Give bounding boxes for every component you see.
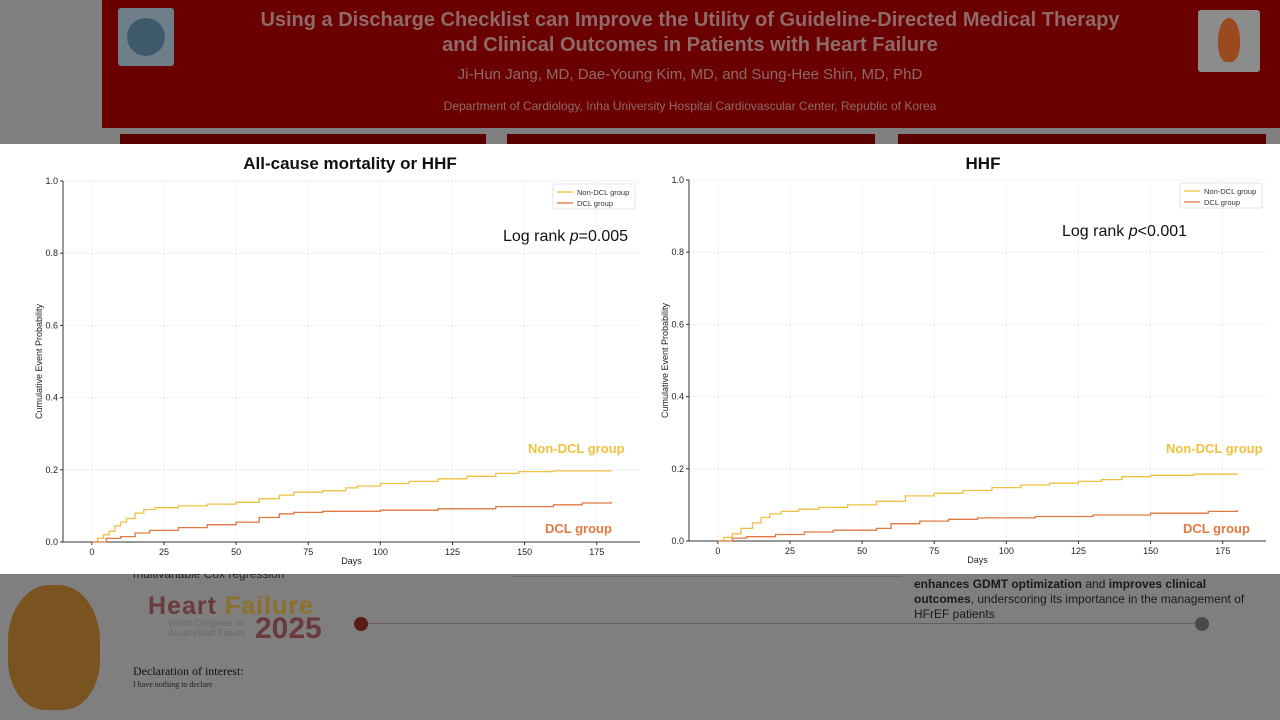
- chart1-y-axis-label: Cumulative Event Probability: [34, 303, 44, 419]
- conclusion-bold-1: enhances GDMT optimization: [914, 577, 1083, 591]
- congress-subtitle-line1: World Congress on: [168, 618, 245, 628]
- chart2-x-tick-label-6: 150: [1143, 546, 1158, 556]
- chart-overlay: 0 25 50 75 100 125 150 175 0.0 0.2 0.4 0.6 0.8 1.0 Day…: [0, 144, 1280, 574]
- chart1-y-tick-label-3: 0.6: [45, 320, 58, 330]
- congress-subtitle-line2: Acute Heart Failure: [168, 628, 246, 638]
- poster-header: [102, 0, 1280, 128]
- heart-illustration: [8, 585, 100, 710]
- chart1-x-tick-label-2: 50: [231, 547, 241, 557]
- chart2-x-tick-label-1: 25: [785, 546, 795, 556]
- chart2-y-tick-label-0: 0.0: [671, 536, 684, 546]
- poster-title-line1: Using a Discharge Checklist can Improve …: [260, 9, 1120, 31]
- chart1-y-tick-label-4: 0.8: [45, 248, 58, 258]
- chart1-legend-box: [552, 183, 636, 210]
- chart2-legend-entry-0: Non-DCL group: [1204, 187, 1256, 196]
- chart1-y-tick-label-1: 0.2: [45, 465, 58, 475]
- chart1-x-axis-label: Days: [341, 556, 362, 566]
- chart2-y-tick-label-5: 1.0: [671, 175, 684, 185]
- conclusion-text: enhances GDMT optimization and improves …: [914, 577, 1254, 622]
- poster-title-line2: and Clinical Outcomes in Patients with H…: [442, 34, 938, 56]
- section-strip-right: [898, 134, 1266, 144]
- chart2-x-tick-label-3: 75: [929, 546, 939, 556]
- chart1-logrank-p: p: [569, 228, 579, 245]
- chart2-x-axis-label: Days: [967, 555, 988, 565]
- chart2-x-tick-label-5: 125: [1071, 546, 1086, 556]
- chart1-y-tick-label-2: 0.4: [45, 393, 58, 403]
- poster-department: Department of Cardiology, Inha Universit…: [443, 99, 937, 113]
- section-strip-middle: [507, 134, 875, 144]
- mini-charts-thumbnail: [512, 576, 902, 623]
- chart1-series-non-dcl-line: [91, 470, 612, 543]
- chart2-logrank-value: <0.001: [1137, 223, 1188, 240]
- charts-canvas: 0 25 50 75 100 125 150 175 0.0 0.2 0.4 0.6 0.8 1.0 Day…: [34, 175, 1266, 566]
- chart1-legend-entry-1: DCL group: [577, 199, 613, 208]
- chart2-y-tick-label-3: 0.6: [671, 319, 684, 329]
- chart2-y-tick-label-1: 0.2: [671, 464, 684, 474]
- chart1-x-tick-label-6: 150: [517, 547, 532, 557]
- chart2-label-dcl: DCL group: [1183, 521, 1250, 536]
- chart1-y-tick-label-5: 1.0: [45, 176, 58, 186]
- chart1-logrank-prefix: Log rank: [503, 228, 570, 245]
- declaration-text: I have nothing to declare: [133, 680, 213, 689]
- congress-year: 2025: [255, 612, 322, 645]
- chart1-x-tick-label-0: 0: [89, 547, 94, 557]
- chart2-logrank-annotation: Log rank p<0.001: [1062, 223, 1187, 241]
- chart1-x-tick-label-3: 75: [303, 547, 313, 557]
- chart1-label-non-dcl: Non-DCL group: [528, 441, 625, 456]
- chart2-series-non-dcl-line: [717, 473, 1238, 542]
- conclusion-text-2: , underscoring its importance in the man…: [914, 592, 1245, 621]
- chart1-x-tick-label-4: 100: [373, 547, 388, 557]
- chart1-y-tick-label-0: 0.0: [45, 537, 58, 547]
- chart2-legend-entry-1: DCL group: [1204, 198, 1240, 207]
- declaration-title: Declaration of interest:: [133, 664, 244, 678]
- chart2-x-tick-label-4: 100: [999, 546, 1014, 556]
- chart1-x-tick-label-5: 125: [445, 547, 460, 557]
- chart2-y-tick-label-4: 0.8: [671, 247, 684, 257]
- chart2-label-non-dcl: Non-DCL group: [1166, 441, 1263, 456]
- chart1-series-dcl-line: [91, 501, 612, 543]
- chart1-x-tick-label-7: 175: [589, 547, 604, 557]
- divider-line: [368, 623, 1196, 624]
- chart2-legend-box: [1179, 182, 1263, 209]
- chart1-label-dcl: DCL group: [545, 521, 612, 536]
- chart1-legend-entry-0: Non-DCL group: [577, 188, 629, 197]
- chart2-logrank-prefix: Log rank: [1062, 223, 1129, 240]
- hospital-logo: [1198, 10, 1260, 72]
- section-strip-left: [120, 134, 486, 144]
- poster-authors: Ji-Hun Jang, MD, Dae-Young Kim, MD, and …: [457, 66, 923, 83]
- divider-dot-right: [1195, 617, 1209, 631]
- chart1-title: All-cause mortality or HHF: [243, 154, 457, 173]
- chart2-logrank-p: p: [1128, 223, 1138, 240]
- chart2-title: HHF: [965, 154, 1001, 173]
- divider-dot-left: [354, 617, 368, 631]
- chart1-logrank-value: =0.005: [578, 228, 629, 245]
- chart2-x-tick-label-0: 0: [715, 546, 720, 556]
- chart1-x-tick-label-1: 25: [159, 547, 169, 557]
- poster-title: Using a Discharge Checklist can Improve …: [180, 8, 1200, 58]
- conclusion-bold-2: improves clinical outcomes: [914, 577, 1207, 606]
- congress-logo-word1: Heart: [148, 592, 225, 620]
- chart2-x-tick-label-2: 50: [857, 546, 867, 556]
- congress-logo: Heart Failure: [148, 592, 314, 621]
- chart2-y-tick-label-2: 0.4: [671, 392, 684, 402]
- chart2-series-dcl-line: [717, 510, 1238, 542]
- congress-subtitle: World Congress on Acute Heart Failure: [168, 618, 246, 638]
- chart1-logrank-annotation: Log rank p=0.005: [503, 228, 628, 246]
- chart2-x-tick-label-7: 175: [1215, 546, 1230, 556]
- conclusion-text-1: and: [1082, 577, 1109, 591]
- university-logo: [118, 8, 174, 66]
- chart2-y-axis-label: Cumulative Event Probability: [660, 302, 670, 418]
- congress-logo-word2: Failure: [224, 592, 314, 620]
